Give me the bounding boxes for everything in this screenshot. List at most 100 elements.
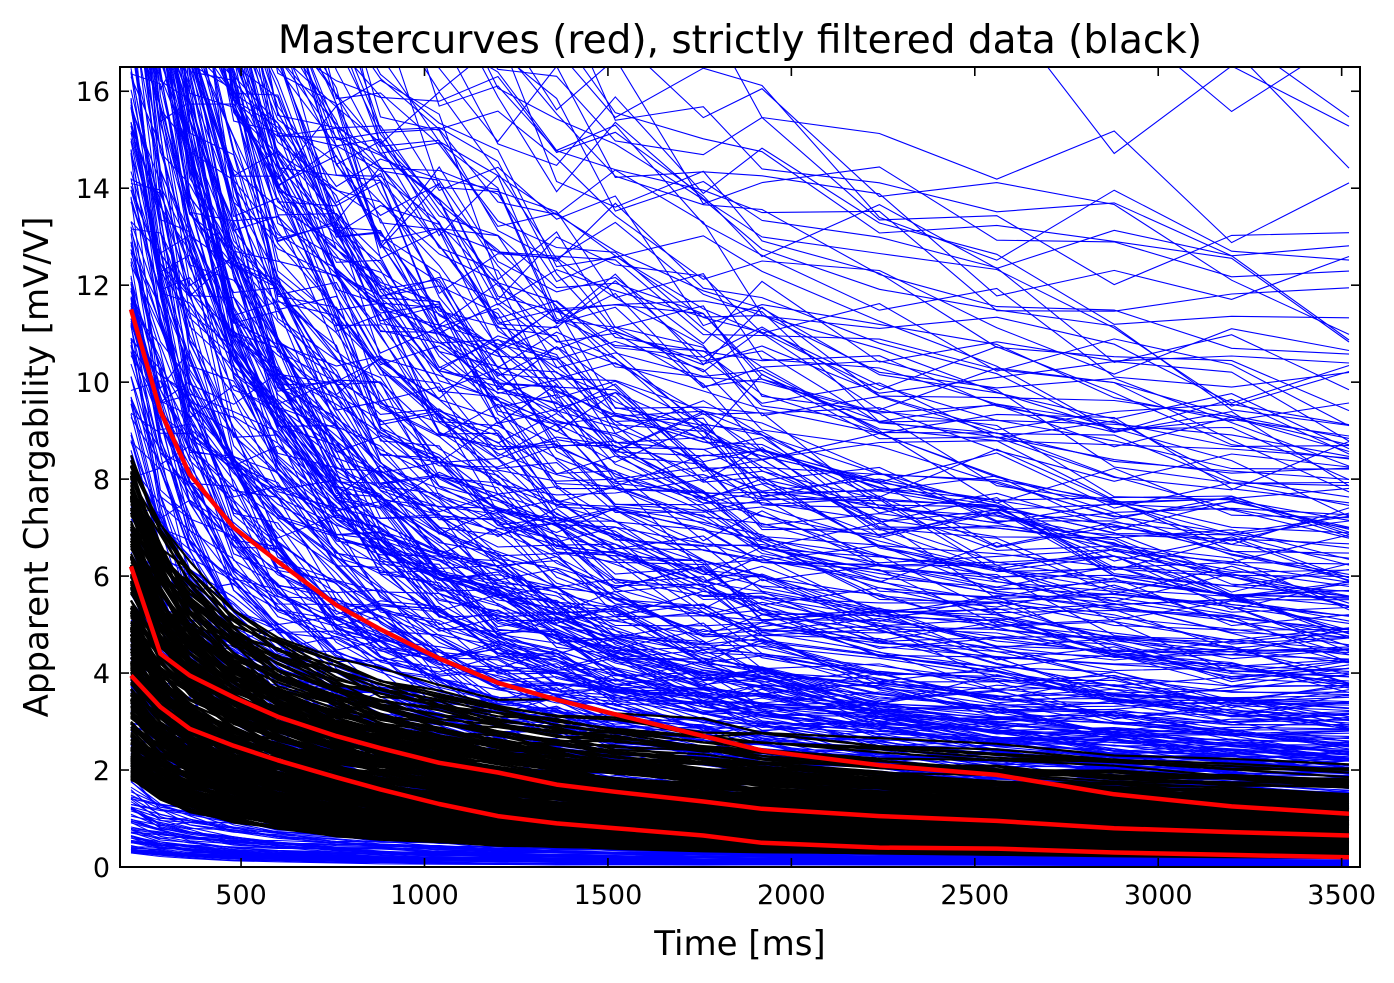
raw-data-curve [134, 67, 1350, 767]
raw-data-curve [222, 67, 1350, 673]
filtered-data-curve [129, 470, 1350, 804]
x-axis-ticks: 500 1000 1500 2000 2500 3000 3500 [215, 67, 1376, 911]
raw-data-curve [155, 67, 1350, 482]
raw-data-curve [488, 67, 1350, 388]
x-tick-label: 3500 [1307, 880, 1376, 911]
plot-frame [119, 66, 1361, 868]
raw-data-curve [327, 67, 1350, 487]
raw-data-curve [510, 67, 1350, 412]
y-axis-ticks: 0 2 4 6 8 10 12 14 16 [76, 77, 1360, 884]
y-tick-label: 16 [76, 77, 110, 108]
x-tick-label: 2500 [940, 880, 1009, 911]
raw-data-curve [130, 249, 1350, 639]
y-axis-label: Apparent Chargability [mV/V] [17, 217, 57, 718]
filtered-data-curve [130, 466, 1350, 766]
raw-data-curve [130, 182, 1350, 536]
mastercurve-line [128, 565, 1350, 838]
raw-data-curve [130, 189, 1350, 627]
raw-data-curve [309, 67, 1350, 450]
raw-data-curve [361, 67, 1350, 460]
raw-data-curve [212, 67, 1350, 718]
filtered-data-curve [129, 489, 1350, 819]
raw-data-curve [130, 104, 1350, 747]
x-tick-label: 3000 [1124, 880, 1193, 911]
raw-data-curve [212, 67, 1350, 705]
raw-data-curve [130, 506, 1350, 714]
raw-data-curve [318, 67, 1350, 493]
raw-data-curve [228, 67, 1350, 756]
filtered-data-curve [130, 776, 1350, 848]
raw-data-curve [183, 67, 1350, 770]
raw-data-curve [423, 67, 1350, 355]
raw-data-curve [145, 67, 1350, 611]
raw-data-curve [350, 67, 1350, 404]
raw-data-curve [130, 105, 1350, 703]
raw-data-curve [130, 296, 1350, 699]
filtered-data-curve [130, 615, 1350, 816]
raw-data-curve [261, 67, 1350, 638]
raw-data-curve [281, 67, 1350, 652]
raw-data-curve [290, 67, 1350, 608]
filtered-data-curve [130, 627, 1350, 840]
raw-data-curve [130, 107, 1350, 761]
raw-data-curve [232, 67, 1350, 734]
raw-data-curve [148, 67, 1350, 731]
mastercurve-line [128, 308, 1350, 816]
raw-data-curve [130, 132, 1350, 559]
raw-data-curve [733, 67, 1350, 244]
raw-data-curve [130, 403, 1350, 748]
y-tick-label: 8 [93, 465, 110, 496]
filtered-data-curve [130, 488, 1350, 788]
raw-data-curve [175, 67, 1350, 766]
raw-data-curve [275, 67, 1350, 457]
raw-data-curve [236, 67, 1350, 685]
raw-data-curve [237, 67, 1350, 364]
raw-data-curve [238, 67, 1350, 712]
raw-data-curve [130, 228, 1350, 597]
y-tick-label: 0 [93, 853, 110, 884]
raw-data-curve [398, 67, 1350, 487]
raw-data-curve [284, 67, 1350, 446]
y-tick-label: 4 [93, 659, 110, 690]
raw-data-curve [582, 67, 1350, 343]
raw-data-curve [196, 67, 1350, 724]
x-tick-label: 1000 [390, 880, 459, 911]
filtered-data-curve [130, 778, 1350, 858]
raw-data-curve [130, 775, 1350, 858]
raw-data-curve [241, 67, 1350, 587]
raw-data-curve [130, 201, 1350, 604]
raw-data-curve [222, 67, 1350, 459]
raw-data-curve [228, 67, 1350, 710]
raw-data-curve [353, 67, 1350, 422]
raw-data-curve [130, 287, 1350, 753]
raw-data-curve [130, 72, 1350, 768]
raw-data-curve [371, 67, 1350, 375]
raw-data-curve [197, 67, 1350, 682]
raw-data-curve [591, 67, 1350, 257]
raw-data-curve [175, 67, 1350, 701]
raw-data-curve [495, 67, 1350, 286]
raw-data-curve [159, 67, 1350, 735]
raw-data-curve [249, 67, 1350, 581]
filtered-data-curve [130, 664, 1350, 843]
raw-data-curve [516, 67, 1350, 391]
raw-data-curve [260, 67, 1350, 516]
raw-data-curve [281, 67, 1350, 597]
raw-data-curve [570, 67, 1350, 261]
chart-title: Mastercurves (red), strictly filtered da… [278, 18, 1202, 63]
y-tick-label: 14 [76, 174, 110, 205]
mastercurve-line [129, 673, 1350, 860]
filtered-data-curve [130, 576, 1350, 815]
filtered-data-curve [130, 766, 1350, 844]
raw-data-curve [130, 806, 1350, 864]
raw-data-curve [353, 67, 1350, 517]
raw-data-curve [153, 67, 1350, 593]
raw-data-curve [528, 67, 1350, 278]
filtered-data-curve [129, 465, 1350, 788]
raw-data-curve [456, 67, 1350, 325]
x-tick-label: 2000 [757, 880, 826, 911]
raw-data-curve [238, 67, 1350, 649]
raw-data-curve [166, 67, 1350, 683]
raw-data-curve [248, 67, 1350, 534]
